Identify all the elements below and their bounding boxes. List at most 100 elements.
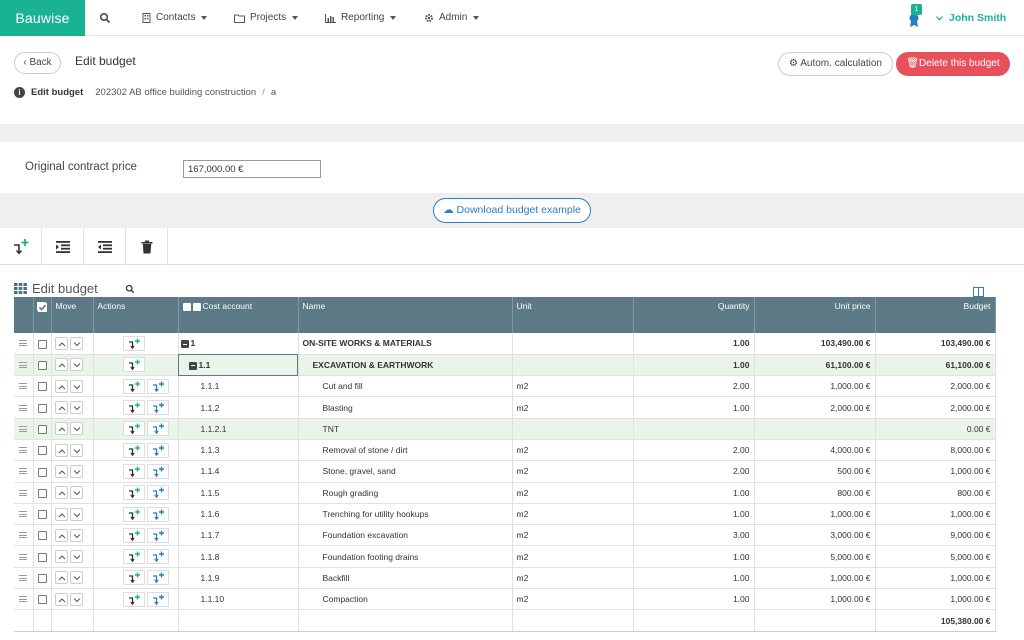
cell-quantity[interactable]: 1.00 [633, 588, 755, 611]
add-sibling-button[interactable] [122, 527, 145, 543]
move-up-button[interactable] [54, 358, 68, 372]
drag-handle-icon[interactable] [19, 447, 27, 454]
row-checkbox[interactable] [37, 446, 47, 456]
cell-unit[interactable]: m2 [512, 482, 634, 504]
table-row[interactable]: 1.1.2.1 TNT 0.00 € [14, 418, 996, 440]
back-button[interactable]: ‹ Back [14, 52, 61, 74]
cell-cost-account[interactable]: 1.1.6 [178, 503, 299, 526]
drag-handle-icon[interactable] [19, 511, 27, 518]
move-down-button[interactable] [69, 464, 83, 478]
columns-icon[interactable] [973, 287, 984, 297]
cell-unit-price[interactable]: 1,000.00 € [754, 503, 876, 526]
add-child-button[interactable] [146, 570, 169, 586]
cell-name[interactable]: Foundation footing drains [298, 545, 513, 568]
move-down-button[interactable] [69, 486, 83, 500]
nav-menu-reporting[interactable]: Reporting [325, 0, 397, 36]
expand-all-icon[interactable] [192, 302, 201, 311]
add-child-button[interactable] [146, 378, 169, 394]
drag-handle-icon[interactable] [19, 532, 27, 539]
cell-unit[interactable]: m2 [512, 588, 634, 611]
table-row[interactable]: 1.1.6 Trenching for utility hookups m2 1.00… [14, 503, 996, 526]
add-child-button[interactable] [146, 506, 169, 522]
add-child-button[interactable] [146, 400, 169, 416]
cell-unit-price[interactable]: 1,000.00 € [754, 375, 876, 398]
cell-cost-account[interactable]: 1.1.2.1 [178, 418, 299, 440]
cell-unit[interactable]: m2 [512, 524, 634, 547]
move-down-button[interactable] [69, 358, 83, 372]
add-row-tool[interactable] [0, 228, 42, 265]
cell-quantity[interactable]: 1.00 [633, 354, 755, 377]
outdent-tool[interactable] [84, 228, 126, 265]
user-menu[interactable]: John Smith [936, 0, 1006, 36]
add-child-button[interactable] [146, 527, 169, 543]
cell-quantity[interactable]: 1.00 [633, 396, 755, 419]
cell-unit[interactable]: m2 [512, 567, 634, 590]
search-icon[interactable] [99, 12, 111, 24]
add-child-button[interactable] [146, 463, 169, 479]
row-checkbox[interactable] [37, 382, 47, 392]
drag-handle-icon[interactable] [19, 340, 27, 347]
drag-handle-icon[interactable] [19, 596, 27, 603]
drag-handle-icon[interactable] [19, 553, 27, 560]
cell-unit-price[interactable]: 4,000.00 € [754, 439, 876, 462]
header-select-all[interactable] [33, 297, 52, 333]
add-sibling-button[interactable] [122, 591, 145, 607]
cell-unit-price[interactable]: 1,000.00 € [754, 567, 876, 590]
row-checkbox[interactable] [37, 552, 47, 562]
cell-quantity[interactable]: 1.00 [633, 333, 755, 355]
award-ribbon-icon[interactable] [906, 6, 922, 28]
add-child-button[interactable] [146, 591, 169, 607]
cell-unit-price[interactable] [754, 418, 876, 440]
table-row[interactable]: 1.1.1 Cut and fill m2 2.00 1,000.00 €2,000.0… [14, 375, 996, 398]
cell-cost-account[interactable]: 1.1.2 [178, 396, 299, 419]
add-sibling-button[interactable] [122, 442, 145, 458]
move-up-button[interactable] [54, 571, 68, 585]
drag-handle-icon[interactable] [19, 425, 27, 432]
row-checkbox[interactable] [37, 574, 47, 584]
add-child-button[interactable] [146, 485, 169, 501]
select-all-checkbox[interactable] [36, 302, 47, 313]
add-sibling-button[interactable] [122, 570, 145, 586]
add-child-button[interactable] [146, 549, 169, 565]
move-up-button[interactable] [54, 401, 68, 415]
cell-name[interactable]: Trenching for utility hookups [298, 503, 513, 526]
nav-menu-contacts[interactable]: Contacts [142, 0, 208, 36]
cell-unit[interactable] [512, 418, 634, 440]
contract-price-input[interactable] [183, 160, 321, 178]
cell-name[interactable]: EXCAVATION & EARTHWORK [298, 354, 513, 377]
move-up-button[interactable] [54, 443, 68, 457]
table-row[interactable]: 1 ON-SITE WORKS & MATERIALS 1.00 103,490.00… [14, 333, 996, 355]
move-up-button[interactable] [54, 486, 68, 500]
table-row[interactable]: 1.1.3 Removal of stone / dirt m2 2.00 4,000.… [14, 439, 996, 462]
row-checkbox[interactable] [37, 510, 47, 520]
cell-unit[interactable]: m2 [512, 545, 634, 568]
cell-unit[interactable] [512, 333, 634, 355]
add-sibling-button[interactable] [122, 549, 145, 565]
cell-unit-price[interactable]: 2,000.00 € [754, 396, 876, 419]
cell-unit[interactable] [512, 354, 634, 377]
row-checkbox[interactable] [37, 361, 47, 371]
row-checkbox[interactable] [37, 403, 47, 413]
add-sibling-button[interactable] [122, 463, 145, 479]
autom-calculation-button[interactable]: ⚙ Autom. calculation [778, 52, 893, 76]
delete-row-tool[interactable] [126, 228, 168, 265]
cell-quantity[interactable]: 2.00 [633, 375, 755, 398]
row-checkbox[interactable] [37, 467, 47, 477]
move-down-button[interactable] [69, 379, 83, 393]
cell-unit-price[interactable]: 800.00 € [754, 482, 876, 504]
cell-unit-price[interactable]: 61,100.00 € [754, 354, 876, 377]
move-down-button[interactable] [69, 592, 83, 606]
download-budget-example-button[interactable]: ☁ Download budget example [433, 198, 591, 223]
add-sibling-button[interactable] [122, 335, 145, 351]
cell-name[interactable]: Backfill [298, 567, 513, 590]
row-checkbox[interactable] [37, 531, 47, 541]
row-checkbox[interactable] [37, 595, 47, 605]
table-row[interactable]: 1.1.5 Rough grading m2 1.00 800.00 €800.00 € [14, 482, 996, 504]
move-down-button[interactable] [69, 550, 83, 564]
cell-unit-price[interactable]: 103,490.00 € [754, 333, 876, 355]
cell-name[interactable]: Foundation excavation [298, 524, 513, 547]
nav-menu-projects[interactable]: Projects [234, 0, 299, 36]
cell-cost-account[interactable]: 1 [178, 333, 299, 355]
move-up-button[interactable] [54, 550, 68, 564]
cell-unit-price[interactable]: 3,000.00 € [754, 524, 876, 547]
